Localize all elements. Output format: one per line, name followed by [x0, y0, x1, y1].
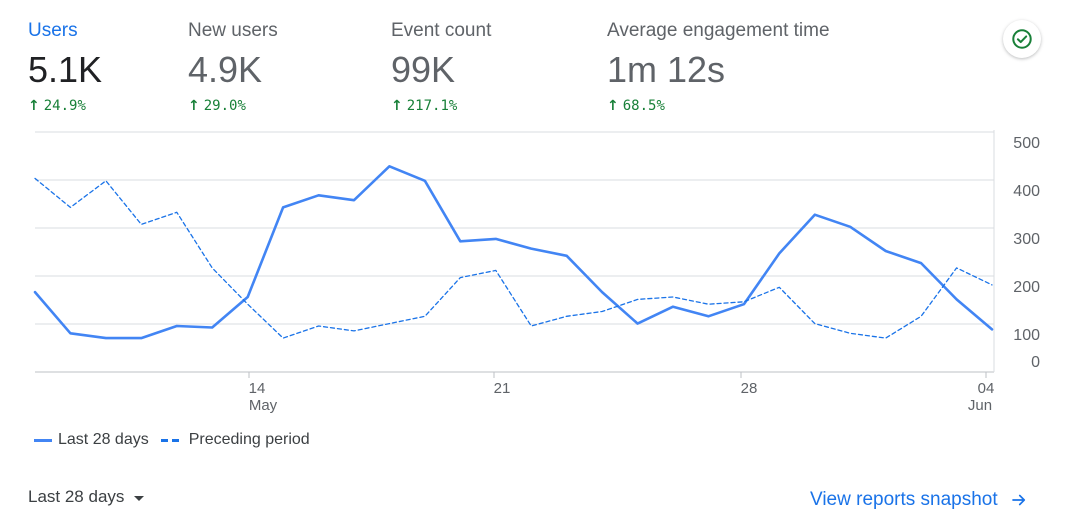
- arrow-up-icon: ↑: [188, 98, 200, 114]
- y-tick-label: 200: [1013, 279, 1040, 296]
- metric-label: Average engagement time: [607, 20, 830, 41]
- metric-value: 4.9K: [188, 49, 263, 90]
- arrow-up-icon: ↑: [607, 98, 619, 114]
- series-line-last-28-days: [33, 165, 994, 340]
- metric-value: 1m 12s: [607, 49, 726, 90]
- metric-change-value: 29.0%: [203, 98, 246, 114]
- date-range-dropdown[interactable]: Last 28 days: [28, 487, 145, 507]
- y-tick-label: 100: [1013, 327, 1040, 344]
- metric-label: Users: [28, 20, 78, 41]
- x-tick-label: 04: [978, 380, 995, 397]
- y-tick-label: 0: [1031, 354, 1040, 371]
- y-tick-label: 400: [1013, 183, 1040, 200]
- arrow-right-icon: [1010, 491, 1028, 509]
- x-tick-label: 21: [494, 380, 511, 397]
- x-tick-label: 28: [741, 380, 758, 397]
- legend-item-current[interactable]: Last 28 days: [34, 431, 149, 449]
- y-tick-label: 300: [1013, 231, 1040, 248]
- metric-change-value: 24.9%: [43, 98, 86, 114]
- x-tick-month-label: May: [249, 397, 278, 414]
- x-tick-label: 14: [249, 380, 266, 397]
- metric-value: 5.1K: [28, 49, 103, 90]
- metric-label: Event count: [391, 20, 492, 41]
- status-button[interactable]: [1003, 20, 1041, 58]
- metric-value: 99K: [391, 49, 456, 90]
- legend-item-previous[interactable]: Preceding period: [160, 431, 310, 449]
- legend-label-current: Last 28 days: [58, 431, 149, 448]
- metric-change: ↑ 68.5%: [607, 98, 830, 114]
- metric-new-users[interactable]: New users 4.9K ↑ 29.0%: [180, 18, 286, 114]
- series-line-preceding-period: [34, 177, 993, 339]
- view-reports-snapshot-label: View reports snapshot: [810, 489, 998, 510]
- metric-change-value: 68.5%: [622, 98, 665, 114]
- solid-line-swatch: [34, 438, 52, 442]
- metric-label: New users: [188, 20, 278, 41]
- caret-down-icon: [134, 496, 145, 501]
- arrow-up-icon: ↑: [391, 98, 403, 114]
- check-circle-icon: [1012, 29, 1032, 49]
- x-tick-month-label: Jun: [968, 397, 992, 414]
- legend-label-previous: Preceding period: [188, 431, 310, 448]
- date-range-label: Last 28 days: [28, 487, 125, 506]
- dashed-line-swatch: [160, 438, 183, 442]
- metrics-row: Users 5.1K ↑ 24.9% New users 4.9K ↑ 29.0% …: [20, 18, 1020, 128]
- metric-change: ↑ 29.0%: [188, 98, 278, 114]
- metric-change-value: 217.1%: [406, 98, 458, 114]
- metric-change: ↑ 217.1%: [391, 98, 491, 114]
- view-reports-snapshot-link[interactable]: View reports snapshot: [810, 489, 1028, 511]
- y-tick-label: 500: [1013, 135, 1040, 152]
- metric-event-count[interactable]: Event count 99K ↑ 217.1%: [383, 18, 499, 114]
- metric-avg-engagement-time[interactable]: Average engagement time 1m 12s ↑ 68.5%: [599, 18, 838, 114]
- arrow-up-icon: ↑: [28, 98, 40, 114]
- chart-legend: Last 28 days Preceding period: [34, 431, 322, 449]
- metric-users[interactable]: Users 5.1K ↑ 24.9%: [20, 18, 110, 114]
- metric-change: ↑ 24.9%: [28, 98, 102, 114]
